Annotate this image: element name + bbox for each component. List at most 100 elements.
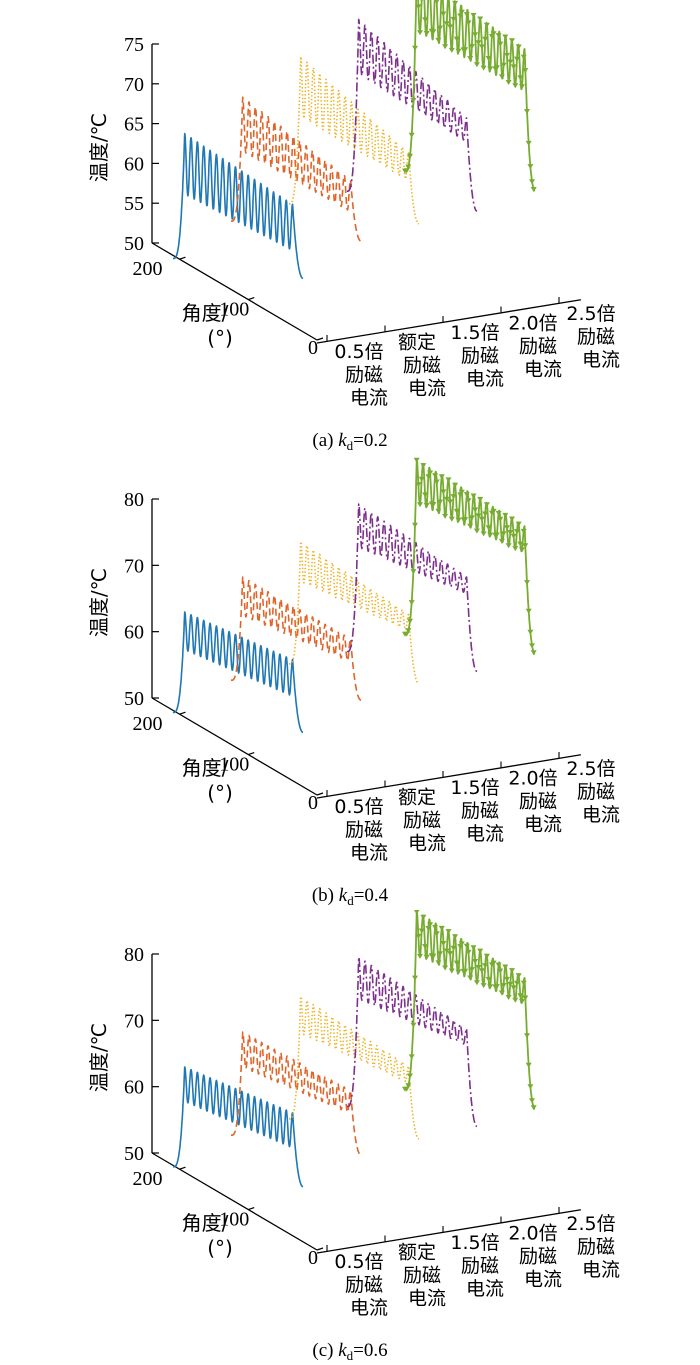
series-marker xyxy=(408,600,415,606)
series-marker xyxy=(430,953,437,959)
series-marker xyxy=(462,968,469,974)
series-marker xyxy=(482,963,489,969)
series-marker xyxy=(467,523,474,529)
z-tick-label: 75 xyxy=(124,34,144,56)
angle-tick-label: 200 xyxy=(133,713,163,735)
category-label: 额定励磁电流 xyxy=(398,332,446,400)
series-marker xyxy=(502,34,509,40)
series-marker xyxy=(414,910,420,915)
series-markers-5 xyxy=(402,910,537,1111)
series-marker xyxy=(482,36,489,42)
series-marker xyxy=(412,45,418,51)
category-label: 2.0倍励磁电流 xyxy=(508,768,562,836)
series-marker xyxy=(520,980,527,986)
series-marker xyxy=(524,109,530,114)
series-marker xyxy=(455,517,462,523)
series-marker xyxy=(487,532,494,538)
series-marker xyxy=(427,470,434,476)
series-marker xyxy=(483,953,490,959)
series-marker xyxy=(514,56,520,62)
series-marker xyxy=(423,503,430,508)
series-marker xyxy=(529,1098,535,1104)
z-tick-label: 70 xyxy=(124,555,144,577)
series-marker xyxy=(530,1105,537,1111)
angle-tick xyxy=(316,792,324,796)
series-marker xyxy=(487,984,494,990)
series-marker xyxy=(504,525,510,531)
series-marker xyxy=(425,474,432,480)
series-marker xyxy=(509,516,515,522)
angle-tick-label: 200 xyxy=(133,258,163,280)
series-marker xyxy=(485,525,492,531)
series-marker xyxy=(472,959,479,964)
z-tick-label: 50 xyxy=(124,1143,144,1165)
series-marker xyxy=(490,960,497,966)
series-marker xyxy=(445,477,452,483)
series-marker xyxy=(475,40,482,46)
series-marker xyxy=(417,953,423,959)
angle-tick xyxy=(179,711,186,715)
series-marker xyxy=(455,969,462,975)
series-marker xyxy=(472,507,479,513)
series-line-4 xyxy=(346,18,478,212)
series-marker xyxy=(498,538,505,544)
series-marker xyxy=(422,17,429,23)
series-marker xyxy=(465,20,472,26)
series-marker xyxy=(498,74,505,80)
series-marker xyxy=(485,56,492,61)
series-marker xyxy=(410,1022,417,1028)
series-marker xyxy=(477,948,484,954)
series-line-4 xyxy=(346,956,478,1128)
series-marker xyxy=(434,0,440,5)
angle-tick-label: 100 xyxy=(219,1209,249,1231)
angle-tick xyxy=(316,337,324,341)
series-marker xyxy=(423,954,430,960)
series-marker xyxy=(525,140,532,146)
angle-tick xyxy=(179,1166,186,1170)
series-marker xyxy=(458,941,465,947)
z-axis-title: 温度/℃ xyxy=(87,113,111,182)
series-marker xyxy=(418,928,425,934)
series-marker xyxy=(512,546,519,552)
series-marker xyxy=(465,498,472,504)
series-marker xyxy=(510,64,517,70)
series-marker xyxy=(458,489,465,495)
series-marker xyxy=(493,65,500,71)
panel-caption: (c) kd=0.6 xyxy=(312,1340,387,1363)
series-marker xyxy=(467,56,474,62)
category-label: 2.5倍励磁电流 xyxy=(566,758,620,826)
series-marker xyxy=(412,522,418,528)
angle-axis-title: 角度/(°) xyxy=(182,1211,233,1260)
series-marker xyxy=(407,618,413,624)
chart-body: 50 55 60 65 70 75 0 100 200 温度/℃ 角度/(°) 0.5倍励磁电流额定励… xyxy=(87,0,620,453)
category-label: 1.5倍励磁电流 xyxy=(450,322,504,390)
series-marker xyxy=(448,968,455,974)
series-marker xyxy=(529,643,535,649)
series-marker xyxy=(417,502,423,508)
series-marker xyxy=(500,62,507,68)
series-marker xyxy=(440,489,447,495)
series-marker xyxy=(433,931,440,937)
z-tick-label: 65 xyxy=(124,114,144,136)
series-marker xyxy=(413,457,420,463)
category-label: 1.5倍励磁电流 xyxy=(450,777,504,845)
series-marker xyxy=(510,985,517,991)
series-marker xyxy=(463,12,470,18)
series-marker xyxy=(418,476,425,482)
series-marker xyxy=(515,973,522,979)
series-marker xyxy=(405,1083,412,1089)
series-line-5 xyxy=(404,910,536,1110)
angle-tick-label: 200 xyxy=(133,1168,163,1190)
z-tick-label: 60 xyxy=(124,153,144,175)
series-marker xyxy=(450,945,457,951)
series-line-2 xyxy=(230,576,362,701)
series-marker xyxy=(522,995,529,1001)
series-marker xyxy=(467,975,474,981)
series-marker xyxy=(507,530,514,535)
series-marker xyxy=(410,569,417,575)
category-label: 1.5倍励磁电流 xyxy=(450,1232,504,1300)
series-marker xyxy=(465,949,472,955)
series-marker xyxy=(500,983,507,988)
series-marker xyxy=(475,965,482,970)
series-marker xyxy=(415,4,422,10)
